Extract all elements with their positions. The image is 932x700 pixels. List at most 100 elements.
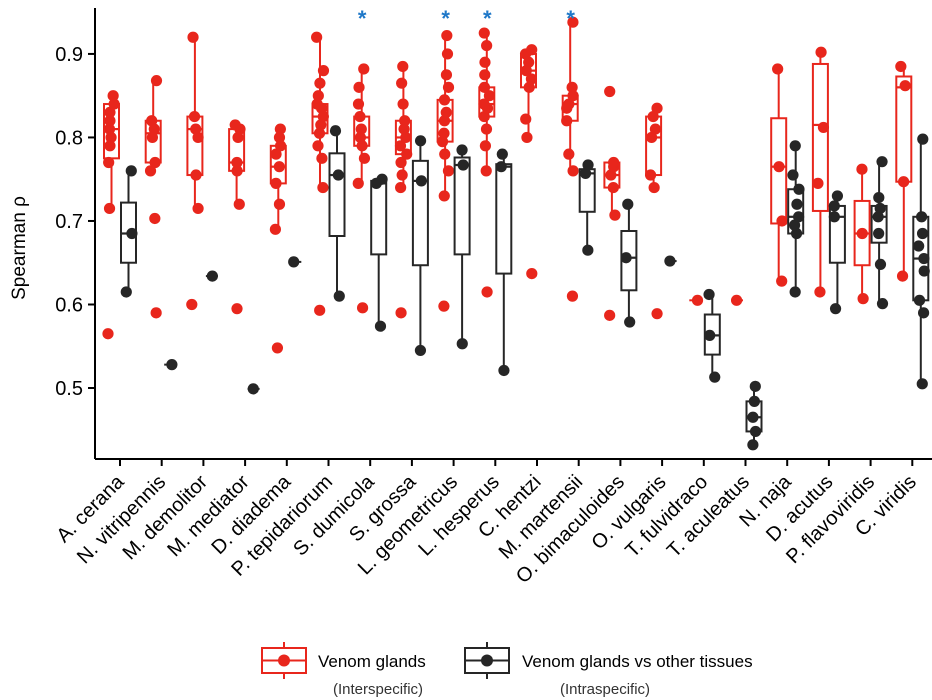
data-point xyxy=(333,169,344,180)
data-point xyxy=(230,119,241,130)
data-point xyxy=(330,125,341,136)
data-point xyxy=(149,213,160,224)
data-point xyxy=(359,153,370,164)
data-point xyxy=(190,124,201,135)
data-point xyxy=(877,298,888,309)
box-venom-o-vulgaris xyxy=(645,103,663,320)
data-point xyxy=(651,308,662,319)
data-point xyxy=(480,140,491,151)
data-point xyxy=(318,65,329,76)
data-point xyxy=(814,286,825,297)
data-point xyxy=(234,199,245,210)
data-point xyxy=(873,228,884,239)
box-other-s-grossa xyxy=(413,135,428,356)
data-point xyxy=(314,305,325,316)
data-point xyxy=(103,157,114,168)
box-venom-c-hentzi xyxy=(520,44,537,279)
data-point xyxy=(272,342,283,353)
data-point xyxy=(415,135,426,146)
data-point xyxy=(498,365,509,376)
legend-sublabel-venom-glands: (Interspecific) xyxy=(333,681,423,698)
box-venom-s-dumicola xyxy=(353,63,370,313)
significance-star-l-geometricus: * xyxy=(441,6,450,31)
data-point xyxy=(104,203,115,214)
data-point xyxy=(187,32,198,43)
data-point xyxy=(709,372,720,383)
data-point xyxy=(703,289,714,300)
data-point xyxy=(815,47,826,58)
data-point xyxy=(776,215,787,226)
box-other-d-acutus xyxy=(829,190,845,314)
legend-label-venom-vs-other: Venom glands vs other tissues xyxy=(522,652,753,671)
data-point xyxy=(166,359,177,370)
data-point xyxy=(358,63,369,74)
data-point xyxy=(397,169,408,180)
data-point xyxy=(416,175,427,186)
box-venom-t-fulvidraco xyxy=(689,295,703,306)
data-point xyxy=(481,165,492,176)
data-point xyxy=(270,224,281,235)
data-point xyxy=(604,86,615,97)
data-point xyxy=(186,299,197,310)
data-point xyxy=(274,199,285,210)
box-body xyxy=(455,157,470,254)
data-point xyxy=(458,159,469,170)
data-point xyxy=(150,157,161,168)
box-body xyxy=(330,153,345,236)
box-venom-t-aculeatus xyxy=(731,295,743,306)
data-point xyxy=(275,124,286,135)
box-other-l-geometricus xyxy=(455,144,470,349)
data-point xyxy=(311,32,322,43)
data-point xyxy=(918,307,929,318)
data-point xyxy=(353,98,364,109)
data-point xyxy=(192,203,203,214)
data-point xyxy=(353,82,364,93)
data-point xyxy=(857,228,868,239)
data-point xyxy=(443,165,454,176)
data-point xyxy=(313,90,324,101)
data-point xyxy=(829,211,840,222)
data-point xyxy=(353,178,364,189)
data-point xyxy=(622,199,633,210)
data-point xyxy=(772,63,783,74)
data-point xyxy=(456,144,467,155)
box-venom-d-diadema xyxy=(270,124,286,354)
data-point xyxy=(207,270,218,281)
data-point xyxy=(692,295,703,306)
data-point xyxy=(395,307,406,318)
significance-star-m-martensii: * xyxy=(566,6,575,31)
data-point xyxy=(121,286,132,297)
data-point xyxy=(747,412,758,423)
data-point xyxy=(288,256,299,267)
data-point xyxy=(561,115,572,126)
box-other-m-martensii xyxy=(580,159,595,255)
box-other-t-aculeatus xyxy=(747,381,762,451)
data-point xyxy=(568,165,579,176)
box-other-d-diadema xyxy=(288,256,301,267)
box-venom-d-acutus xyxy=(812,47,829,298)
data-point xyxy=(481,286,492,297)
data-point xyxy=(439,149,450,160)
data-point xyxy=(146,115,157,126)
data-point xyxy=(790,286,801,297)
data-point xyxy=(873,192,884,203)
data-point xyxy=(481,40,492,51)
data-point xyxy=(858,293,869,304)
legend-key-venom-glands xyxy=(262,642,306,679)
box-venom-m-mediator xyxy=(229,119,245,314)
data-point xyxy=(773,161,784,172)
box-other-n-naja xyxy=(787,140,804,297)
data-point xyxy=(354,111,365,122)
y-axis-title: Spearman ρ xyxy=(9,196,30,300)
data-point xyxy=(521,132,532,143)
data-point xyxy=(812,178,823,189)
data-point xyxy=(270,178,281,189)
data-point xyxy=(917,378,928,389)
data-point xyxy=(608,157,619,168)
data-point xyxy=(356,124,367,135)
data-point xyxy=(621,252,632,263)
data-point xyxy=(919,265,930,276)
y-tick-label: 0.8 xyxy=(55,127,83,149)
box-other-m-mediator xyxy=(248,383,260,394)
data-point xyxy=(102,328,113,339)
